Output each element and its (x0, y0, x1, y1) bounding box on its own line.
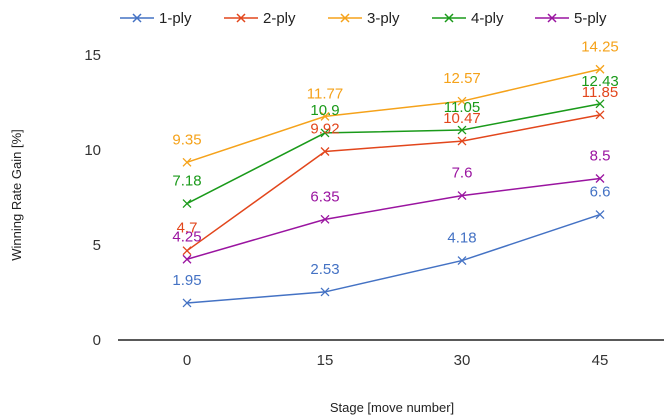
y-tick-label-15: 15 (84, 47, 101, 64)
data-point-1-ply-15 (320, 287, 330, 297)
data-point-1-ply-0 (182, 298, 192, 308)
data-point-3-ply-15 (320, 111, 330, 121)
data-label-2-ply-15: 9.92 (310, 121, 339, 138)
data-label-2-ply-0: 4.7 (177, 220, 198, 237)
data-point-5-ply-45 (595, 174, 605, 183)
data-label-1-ply-15: 2.53 (310, 261, 339, 278)
series-4-ply (182, 99, 605, 209)
data-label-3-ply-30: 12.57 (443, 70, 481, 87)
x-tick-label-15: 15 (317, 352, 334, 369)
legend-label-4-ply: 4-ply (471, 10, 504, 27)
data-label-5-ply-30: 7.6 (452, 165, 473, 182)
data-point-4-ply-45 (595, 99, 605, 109)
series-line-5-ply (186, 177, 601, 260)
x-axis-title: Stage [move number] (330, 400, 454, 415)
data-point-5-ply-30 (457, 191, 467, 201)
data-label-4-ply-45: 12.43 (581, 73, 619, 90)
y-tick-label-5: 5 (93, 237, 101, 254)
legend-swatch-marker (236, 13, 246, 23)
legend-label-1-ply: 1-ply (159, 10, 192, 27)
data-label-3-ply-45: 14.25 (581, 38, 619, 55)
y-tick-label-10: 10 (84, 142, 101, 159)
series-2-ply (182, 110, 605, 256)
data-label-5-ply-15: 6.35 (310, 188, 339, 205)
legend-item-5-ply: 5-ply (535, 10, 607, 27)
x-tick-label-30: 30 (454, 352, 471, 369)
data-label-1-ply-45: 6.6 (590, 184, 611, 201)
legend-swatch-marker (132, 13, 142, 23)
data-point-3-ply-0 (182, 157, 192, 167)
data-point-2-ply-0 (182, 246, 192, 256)
data-point-1-ply-30 (457, 256, 467, 266)
data-point-3-ply-45 (595, 64, 605, 74)
data-point-1-ply-45 (595, 210, 605, 220)
data-point-4-ply-30 (457, 125, 467, 135)
data-label-2-ply-45: 11.85 (582, 84, 618, 101)
legend-swatch-marker (444, 13, 454, 23)
data-label-4-ply-15: 10.9 (310, 102, 339, 119)
data-point-5-ply-15 (320, 214, 330, 224)
y-tick-label-0: 0 (93, 332, 101, 349)
legend-label-2-ply: 2-ply (263, 10, 296, 27)
legend: 1-ply 2-ply 3-ply 4-ply 5-ply (120, 10, 607, 27)
series-5-ply (182, 174, 605, 264)
legend-label-3-ply: 3-ply (367, 10, 400, 27)
x-tick-label-45: 45 (592, 352, 609, 369)
legend-swatch-marker (547, 13, 557, 23)
series-line-1-ply (186, 213, 601, 304)
data-label-4-ply-0: 7.18 (172, 173, 201, 190)
data-point-4-ply-0 (182, 199, 192, 209)
data-label-2-ply-30: 10.47 (443, 110, 481, 127)
x-tick-label-0: 0 (183, 352, 191, 369)
data-point-2-ply-15 (320, 147, 330, 156)
legend-item-3-ply: 3-ply (328, 10, 400, 27)
legend-swatch-marker (340, 13, 350, 23)
data-label-1-ply-0: 1.95 (172, 272, 201, 289)
series-line-4-ply (186, 103, 601, 205)
data-point-5-ply-0 (182, 254, 192, 264)
axes: 0 5 10 15 0 15 30 45 Winning Rate Gain [%] Sta… (9, 47, 664, 415)
data-labels: 1.95 2.53 4.18 6.6 4.7 9.92 10.47 11.85 9.35 11.7… (172, 38, 618, 289)
data-label-3-ply-0: 9.35 (172, 131, 201, 148)
data-label-1-ply-30: 4.18 (447, 230, 476, 247)
data-point-4-ply-15 (320, 128, 330, 138)
data-label-5-ply-45: 8.5 (590, 148, 611, 165)
data-point-3-ply-30 (457, 96, 467, 106)
data-label-5-ply-0: 4.25 (172, 228, 201, 245)
data-label-4-ply-30: 11.05 (444, 99, 480, 116)
legend-item-2-ply: 2-ply (224, 10, 296, 27)
legend-item-4-ply: 4-ply (432, 10, 504, 27)
series-3-ply (182, 64, 605, 167)
series-line-2-ply (186, 114, 601, 252)
data-label-3-ply-15: 11.77 (307, 85, 343, 102)
x-tick-labels: 0 15 30 45 (183, 352, 609, 369)
series-1-ply (182, 210, 605, 308)
data-point-2-ply-45 (595, 110, 605, 120)
series-line-3-ply (186, 68, 601, 164)
legend-item-1-ply: 1-ply (120, 10, 192, 27)
legend-label-5-ply: 5-ply (574, 10, 607, 27)
series-lines (182, 64, 605, 308)
y-axis-title: Winning Rate Gain [%] (9, 129, 24, 261)
y-tick-labels: 0 5 10 15 (84, 47, 101, 349)
data-point-2-ply-30 (457, 136, 467, 146)
